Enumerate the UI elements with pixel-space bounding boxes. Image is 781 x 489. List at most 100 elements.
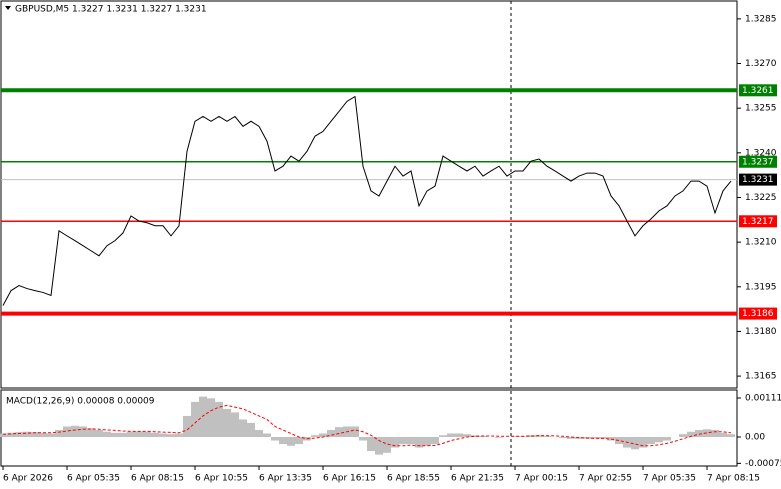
macd-bar bbox=[207, 398, 215, 438]
macd-bar bbox=[183, 415, 191, 438]
macd-bar bbox=[543, 435, 551, 438]
macd-bar bbox=[279, 437, 287, 445]
x-tick-label: 6 Apr 05:35 bbox=[67, 474, 120, 484]
macd-bar bbox=[47, 433, 55, 438]
menu-icon bbox=[5, 6, 11, 10]
macd-bar bbox=[215, 401, 223, 438]
macd-bar bbox=[567, 437, 575, 439]
macd-bar bbox=[511, 436, 519, 438]
macd-bar bbox=[287, 437, 295, 446]
macd-bar bbox=[103, 431, 111, 438]
macd-bar bbox=[127, 431, 135, 438]
price-panel-frame bbox=[0, 0, 738, 389]
x-tick-label: 6 Apr 2026 bbox=[3, 474, 53, 484]
y-tick-label: 1.3180 bbox=[745, 327, 777, 337]
macd-bar bbox=[23, 431, 31, 438]
macd-bar bbox=[591, 437, 599, 439]
macd-bar bbox=[271, 437, 279, 441]
macd-bar bbox=[439, 435, 447, 438]
x-tick-label: 6 Apr 16:15 bbox=[323, 474, 376, 484]
macd-bar bbox=[143, 431, 151, 438]
last-price-label: 1.3231 bbox=[742, 175, 774, 185]
macd-bar bbox=[479, 435, 487, 438]
level-label-box bbox=[739, 155, 777, 168]
macd-bar bbox=[135, 431, 143, 438]
y-tick-label: 1.3270 bbox=[745, 59, 777, 69]
y-tick-label: 0.00 bbox=[745, 433, 765, 443]
macd-title: MACD(12,26,9) 0.00008 0.00009 bbox=[6, 397, 155, 407]
macd-bar bbox=[295, 437, 303, 445]
macd-bar bbox=[63, 426, 71, 438]
macd-bar bbox=[375, 437, 383, 455]
macd-bar bbox=[71, 425, 79, 438]
price-title: GBPUSD,M5 1.3227 1.3231 1.3227 1.3231 bbox=[15, 5, 207, 15]
level-label: 1.3261 bbox=[742, 86, 774, 96]
macd-bar bbox=[415, 437, 423, 448]
macd-bar bbox=[7, 432, 15, 438]
macd-bar bbox=[0, 433, 7, 438]
macd-bar bbox=[351, 426, 359, 438]
y-tick-label: 1.3165 bbox=[745, 372, 777, 382]
macd-bar bbox=[607, 437, 615, 441]
macd-bar bbox=[55, 429, 63, 438]
y-tick-label: 1.3225 bbox=[745, 193, 777, 203]
macd-bar bbox=[471, 435, 479, 438]
macd-bar bbox=[655, 437, 663, 443]
x-tick-label: 7 Apr 05:35 bbox=[643, 474, 696, 484]
y-tick-label: 1.3255 bbox=[745, 104, 777, 114]
y-tick-label: 1.3240 bbox=[745, 148, 777, 158]
x-tick-label: 7 Apr 00:15 bbox=[515, 474, 568, 484]
macd-bar bbox=[447, 433, 455, 438]
macd-bar bbox=[231, 412, 239, 438]
macd-bar bbox=[391, 437, 399, 448]
macd-bar bbox=[527, 435, 535, 438]
y-tick-label: -0.00075 bbox=[745, 459, 781, 469]
macd-bar bbox=[535, 435, 543, 438]
x-tick-label: 7 Apr 02:55 bbox=[579, 474, 632, 484]
macd-bar bbox=[711, 429, 719, 438]
macd-bar bbox=[159, 433, 167, 438]
macd-bar bbox=[31, 432, 39, 438]
macd-panel-frame bbox=[0, 389, 738, 467]
macd-bar bbox=[111, 432, 119, 438]
macd-bar bbox=[263, 433, 271, 438]
x-tick-label: 6 Apr 10:55 bbox=[195, 474, 248, 484]
level-label: 1.3217 bbox=[742, 217, 774, 227]
y-tick-label: 1.3195 bbox=[745, 282, 777, 292]
macd-bar bbox=[255, 429, 263, 438]
signal-line bbox=[2, 404, 732, 447]
macd-bar bbox=[455, 433, 463, 438]
level-label-box bbox=[739, 84, 777, 97]
price-line bbox=[2, 95, 732, 306]
x-tick-label: 7 Apr 08:15 bbox=[707, 474, 760, 484]
macd-bar bbox=[703, 429, 711, 438]
level-label: 1.3186 bbox=[742, 309, 774, 319]
macd-bar bbox=[239, 419, 247, 438]
x-tick-label: 6 Apr 13:35 bbox=[259, 474, 312, 484]
macd-bar bbox=[367, 437, 375, 452]
x-tick-label: 6 Apr 08:15 bbox=[131, 474, 184, 484]
x-tick-label: 6 Apr 21:35 bbox=[451, 474, 504, 484]
macd-bar bbox=[399, 437, 407, 445]
macd-bar bbox=[223, 408, 231, 438]
macd-bar bbox=[495, 437, 503, 438]
y-tick-label: 0.00111 bbox=[745, 394, 781, 404]
macd-bar bbox=[311, 435, 319, 438]
macd-bar bbox=[559, 437, 567, 439]
macd-bar bbox=[383, 437, 391, 453]
macd-bar bbox=[79, 426, 87, 438]
level-label-box bbox=[739, 215, 777, 228]
macd-bar bbox=[407, 437, 415, 445]
macd-bar bbox=[615, 437, 623, 445]
macd-bar bbox=[663, 437, 671, 441]
macd-bar bbox=[687, 431, 695, 438]
macd-bar bbox=[359, 437, 367, 441]
macd-bar bbox=[151, 432, 159, 438]
y-tick-label: 1.3285 bbox=[745, 14, 777, 24]
macd-bar bbox=[15, 432, 23, 438]
level-label-box bbox=[739, 307, 777, 320]
macd-bar bbox=[167, 434, 175, 438]
macd-bar bbox=[679, 434, 687, 438]
macd-bar bbox=[119, 432, 127, 438]
